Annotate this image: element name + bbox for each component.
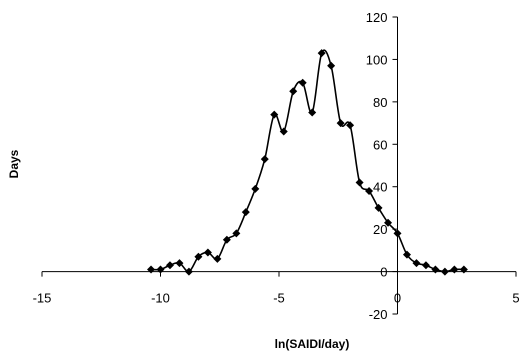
- data-point-diamond: [308, 108, 317, 117]
- data-point-diamond: [147, 265, 156, 274]
- data-point-diamond: [459, 265, 468, 274]
- data-point-diamond: [165, 261, 174, 270]
- y-tick-label: -20: [369, 307, 388, 322]
- data-point-diamond: [289, 87, 298, 96]
- x-tick-label: -5: [273, 291, 285, 306]
- x-tick-label: 0: [394, 291, 401, 306]
- data-point-diamond: [213, 254, 222, 263]
- data-point-diamond: [222, 235, 231, 244]
- y-tick-label: 40: [373, 180, 387, 195]
- data-point-diamond: [232, 229, 241, 238]
- y-tick-label: 20: [373, 222, 387, 237]
- data-point-diamond: [402, 250, 411, 259]
- data-point-diamond: [260, 155, 269, 164]
- data-point-diamond: [327, 61, 336, 70]
- data-markers: [147, 49, 468, 276]
- x-tick-label: -15: [33, 291, 52, 306]
- series-line: [150, 49, 464, 273]
- ticks: [41, 16, 517, 315]
- y-tick-label: 120: [366, 10, 388, 25]
- data-point-diamond: [355, 178, 364, 187]
- data-point-diamond: [156, 265, 165, 274]
- data-point-diamond: [384, 218, 393, 227]
- data-point-diamond: [241, 208, 250, 217]
- y-tick-label: 60: [373, 137, 387, 152]
- data-point-diamond: [431, 265, 440, 274]
- data-point-diamond: [270, 110, 279, 119]
- y-axis-title: Days: [7, 149, 21, 178]
- data-point-diamond: [279, 127, 288, 136]
- x-tick-label: -10: [151, 291, 170, 306]
- data-point-diamond: [194, 252, 203, 261]
- x-tick-label: 5: [512, 291, 519, 306]
- data-point-diamond: [251, 184, 260, 193]
- y-tick-label: 100: [366, 52, 388, 67]
- data-point-diamond: [336, 119, 345, 128]
- data-point-diamond: [374, 203, 383, 212]
- data-point-diamond: [393, 229, 402, 238]
- x-axis-title: ln(SAIDI/day): [275, 337, 350, 351]
- tick-labels: -15 -10 -5 0 5 -20 0 20 40 60 80 100 120: [33, 10, 519, 322]
- y-tick-label: 0: [380, 265, 387, 280]
- data-point-diamond: [346, 121, 355, 130]
- data-point-diamond: [317, 49, 326, 58]
- data-point-diamond: [450, 265, 459, 274]
- data-point-diamond: [175, 259, 184, 268]
- data-point-diamond: [203, 248, 212, 257]
- y-tick-label: 80: [373, 95, 387, 110]
- data-point-diamond: [298, 78, 307, 87]
- data-point-diamond: [440, 267, 449, 276]
- data-point-diamond: [412, 259, 421, 268]
- data-point-diamond: [184, 267, 193, 276]
- data-point-diamond: [365, 186, 374, 195]
- data-point-diamond: [421, 261, 430, 270]
